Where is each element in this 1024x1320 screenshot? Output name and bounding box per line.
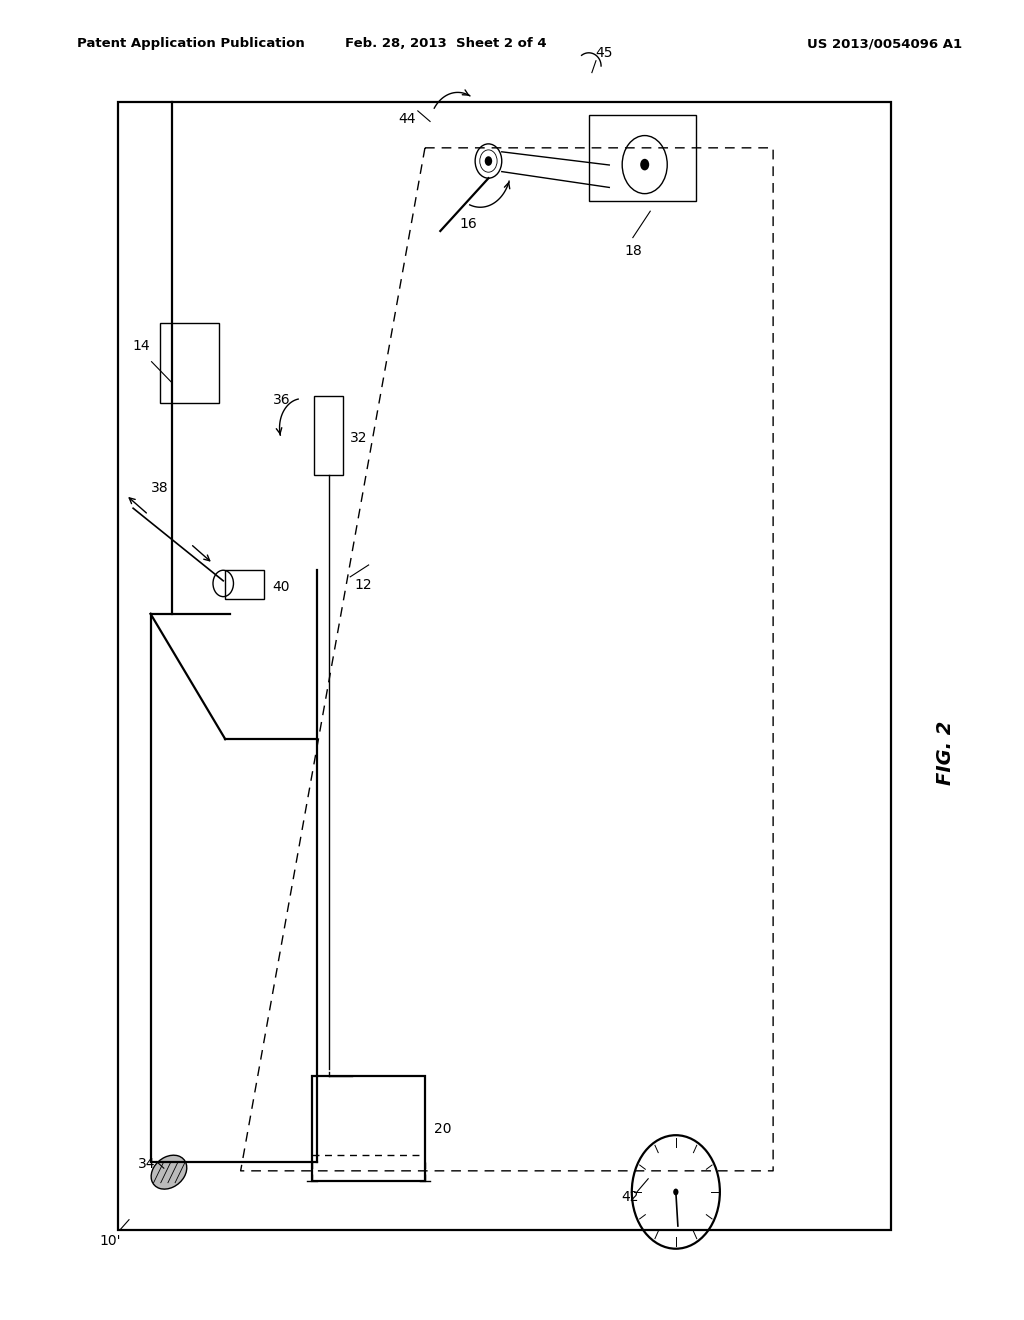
Bar [314, 396, 343, 475]
Text: 45: 45 [595, 46, 613, 59]
Text: 36: 36 [272, 393, 291, 407]
Text: US 2013/0054096 A1: US 2013/0054096 A1 [808, 37, 963, 50]
Circle shape [640, 158, 649, 170]
Text: 44: 44 [398, 112, 417, 125]
Text: Feb. 28, 2013  Sheet 2 of 4: Feb. 28, 2013 Sheet 2 of 4 [345, 37, 546, 50]
Text: 34: 34 [137, 1158, 156, 1171]
Text: 42: 42 [621, 1191, 639, 1204]
Text: 14: 14 [132, 339, 151, 352]
Text: 38: 38 [151, 482, 169, 495]
Bar [225, 570, 264, 599]
Bar [160, 323, 219, 403]
Text: Patent Application Publication: Patent Application Publication [77, 37, 304, 50]
Ellipse shape [152, 1155, 186, 1189]
Circle shape [673, 1188, 679, 1196]
Circle shape [484, 156, 493, 166]
Text: 10': 10' [100, 1234, 121, 1247]
Text: 16: 16 [459, 218, 477, 231]
Text: 40: 40 [271, 581, 290, 594]
Text: 32: 32 [349, 432, 368, 445]
Text: 18: 18 [624, 244, 642, 257]
Bar [589, 115, 696, 201]
Bar [118, 102, 891, 1230]
Text: FIG. 2: FIG. 2 [936, 721, 954, 784]
Text: 12: 12 [354, 578, 373, 591]
Bar [312, 1076, 425, 1181]
Text: 20: 20 [433, 1122, 452, 1135]
